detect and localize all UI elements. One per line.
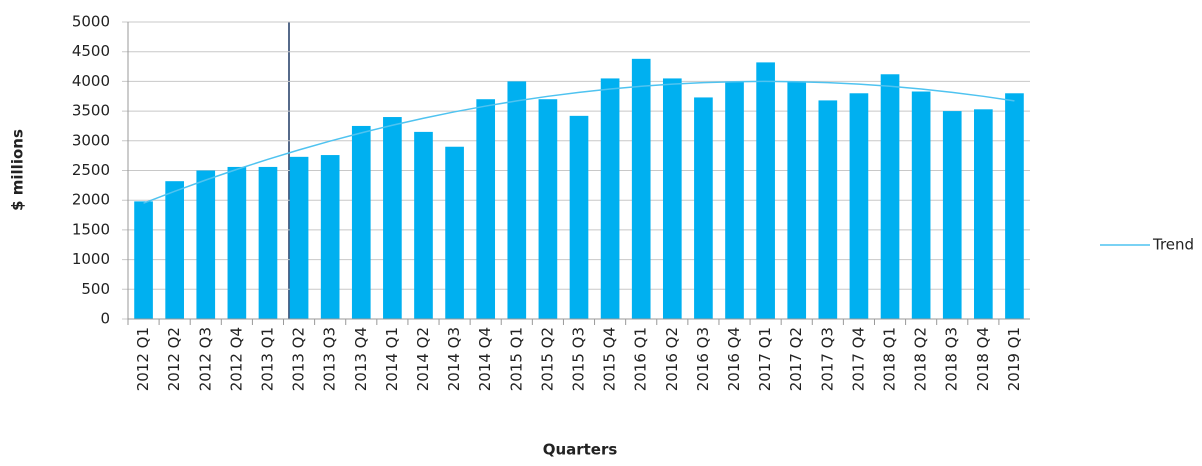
bar <box>849 93 869 319</box>
bar <box>414 131 433 319</box>
x-tick-label: 2018 Q3 <box>943 327 961 391</box>
bar <box>942 111 962 319</box>
bar <box>569 115 589 320</box>
bar <box>227 166 247 319</box>
x-tick-label: 2018 Q2 <box>912 327 930 391</box>
y-tick-label: 500 <box>81 280 110 298</box>
x-tick-label: 2014 Q1 <box>383 327 401 391</box>
x-tick-label: 2016 Q2 <box>663 327 681 391</box>
bar <box>818 100 838 320</box>
x-tick-label: 2014 Q4 <box>476 327 494 391</box>
x-tick-label: 2015 Q1 <box>507 327 525 391</box>
legend-label: Trend <box>1152 236 1194 254</box>
bar <box>507 81 527 320</box>
bar <box>600 78 620 320</box>
bar <box>134 201 153 319</box>
bar <box>445 146 464 319</box>
bar <box>165 181 184 319</box>
bar <box>1005 93 1024 319</box>
x-tick-label: 2012 Q4 <box>227 327 245 391</box>
bar <box>725 81 744 320</box>
x-tick-label: 2017 Q1 <box>756 327 774 391</box>
bar <box>662 78 682 320</box>
y-tick-label: 3500 <box>72 102 110 120</box>
y-tick-label: 4500 <box>72 42 110 60</box>
x-tick-label: 2017 Q3 <box>818 327 836 391</box>
y-tick-label: 1500 <box>72 220 110 238</box>
bar <box>694 97 713 319</box>
x-tick-label: 2013 Q2 <box>290 327 308 391</box>
bar <box>351 125 371 319</box>
y-tick-label: 2500 <box>72 161 110 179</box>
y-tick-label: 5000 <box>72 13 110 31</box>
x-tick-label: 2016 Q1 <box>632 327 650 391</box>
x-tick-label: 2018 Q4 <box>974 327 992 391</box>
y-tick-label: 0 <box>100 310 110 328</box>
trend-line <box>143 80 1015 204</box>
bar <box>538 99 558 319</box>
x-tick-label: 2015 Q4 <box>601 327 619 391</box>
y-tick-label: 4000 <box>72 72 110 90</box>
y-axis-label: $ millions <box>9 129 27 211</box>
x-tick-label: 2012 Q2 <box>165 327 183 391</box>
x-tick-label: 2018 Q1 <box>881 327 899 391</box>
x-tick-label: 2015 Q3 <box>570 327 588 391</box>
bar <box>196 170 216 319</box>
x-tick-label: 2012 Q3 <box>196 327 214 391</box>
bar <box>756 62 775 319</box>
x-tick-label: 2013 Q1 <box>258 327 276 391</box>
bar <box>476 99 496 319</box>
x-axis-label: Quarters <box>543 441 618 459</box>
bar <box>258 166 278 319</box>
x-tick-label: 2016 Q4 <box>725 327 743 391</box>
x-tick-label: 2014 Q2 <box>414 327 432 391</box>
x-tick-label: 2017 Q4 <box>849 327 867 391</box>
bar <box>974 109 993 320</box>
x-tick-label: 2013 Q4 <box>352 327 370 391</box>
x-tick-label: 2019 Q1 <box>1005 327 1023 391</box>
y-tick-label: 3000 <box>72 131 110 149</box>
x-tick-label: 2014 Q3 <box>445 327 463 391</box>
x-tick-label: 2016 Q3 <box>694 327 712 391</box>
bar <box>383 117 402 319</box>
bar <box>880 74 900 319</box>
x-tick-label: 2017 Q2 <box>787 327 805 391</box>
y-tick-label: 1000 <box>72 250 110 268</box>
x-tick-label: 2015 Q2 <box>538 327 556 391</box>
x-tick-label: 2012 Q1 <box>134 327 152 391</box>
bar <box>289 156 309 319</box>
y-tick-label: 2000 <box>72 191 110 209</box>
x-tick-label: 2013 Q3 <box>321 327 339 391</box>
bar <box>787 81 807 320</box>
bar <box>320 155 340 319</box>
bar <box>631 58 651 319</box>
bar <box>911 91 931 319</box>
